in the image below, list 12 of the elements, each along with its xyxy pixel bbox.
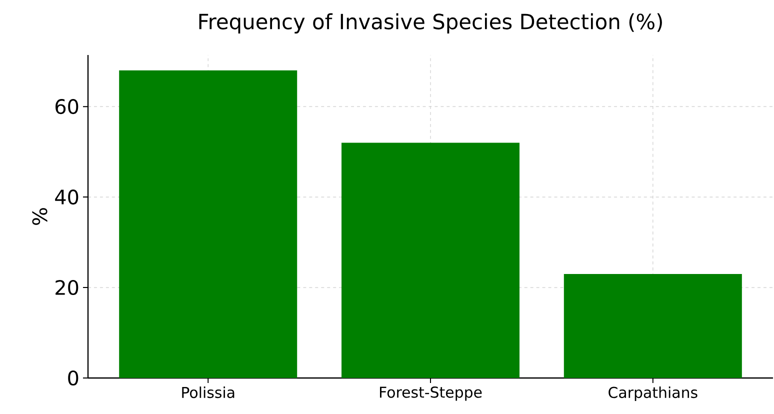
x-tick-label: Forest-Steppe — [380, 386, 482, 401]
x-tick-label: Carpathians — [608, 386, 698, 401]
chart-title: Frequency of Invasive Species Detection (%) — [199, 13, 662, 34]
y-tick-label: 40 — [55, 190, 78, 205]
y-tick-label: 60 — [56, 99, 78, 114]
y-axis-title: % — [32, 208, 48, 225]
y-tick-label: 20 — [56, 280, 78, 296]
x-tick-label: Polissia — [182, 386, 234, 398]
bar — [564, 274, 742, 378]
bar — [119, 70, 298, 378]
y-tick-label: 0 — [68, 370, 78, 386]
bar — [342, 142, 520, 378]
